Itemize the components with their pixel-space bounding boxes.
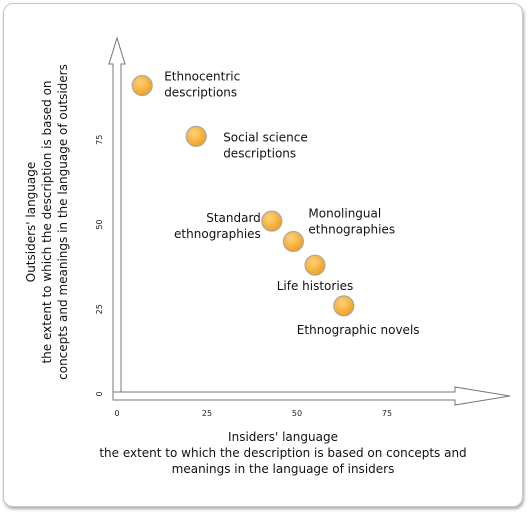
point-label: Life histories [277,279,354,293]
x-tick-labels: 0 25 50 75 [114,409,392,418]
x-axis-label-line: Insiders' language [228,430,338,444]
point-label-line: Ethnographic novels [297,323,420,337]
y-axis-label: Outsiders' language the extent to which t… [24,64,70,380]
y-axis-label-line: Outsiders' language [24,162,38,283]
point-label: Ethnographic novels [297,323,420,337]
chart-frame [3,3,523,507]
y-tick-label: 25 [95,304,104,314]
x-tick-label: 75 [382,409,392,418]
point-label-line: Social science [223,130,308,144]
point-labels: Ethnocentric descriptions Social science de… [164,70,419,337]
y-axis-arrow [108,36,126,401]
point-label-line: Monolingual [308,206,381,220]
point-label-line: Ethnocentric [164,70,240,84]
point-label-line: descriptions [164,86,237,100]
data-point [304,254,326,276]
data-point [185,125,207,147]
x-tick-label: 50 [292,409,302,418]
y-tick-label: 75 [95,135,104,145]
x-axis-arrow [112,386,511,406]
y-tick-labels: 0 25 50 75 [95,135,104,397]
y-axis-label-line: the extent to which the description is b… [40,80,54,363]
point-label: Ethnocentric descriptions [164,70,240,100]
point-label: Standard ethnographies [174,211,261,241]
point-label-line: descriptions [223,146,296,160]
x-tick-label: 0 [114,409,119,418]
point-label-line: Standard [206,211,261,225]
point-label-line: ethnographies [174,227,261,241]
point-label-line: ethnographies [308,222,395,236]
point-label: Social science descriptions [223,130,308,160]
point-label: Monolingual ethnographies [308,206,395,236]
x-tick-label: 25 [202,409,212,418]
y-tick-label: 50 [95,219,104,229]
y-tick-label: 0 [95,391,104,396]
x-axis-label: Insiders' language the extent to which th… [99,430,466,476]
x-axis-label-line: meanings in the language of insiders [172,462,395,476]
y-axis-label-line: concepts and meanings in the language of… [56,64,70,380]
data-point [261,210,283,232]
data-points [131,74,355,317]
data-point [282,230,304,253]
data-point [333,295,355,317]
point-label-line: Life histories [277,279,354,293]
data-point [131,74,153,97]
x-axis-label-line: the extent to which the description is b… [99,446,466,460]
